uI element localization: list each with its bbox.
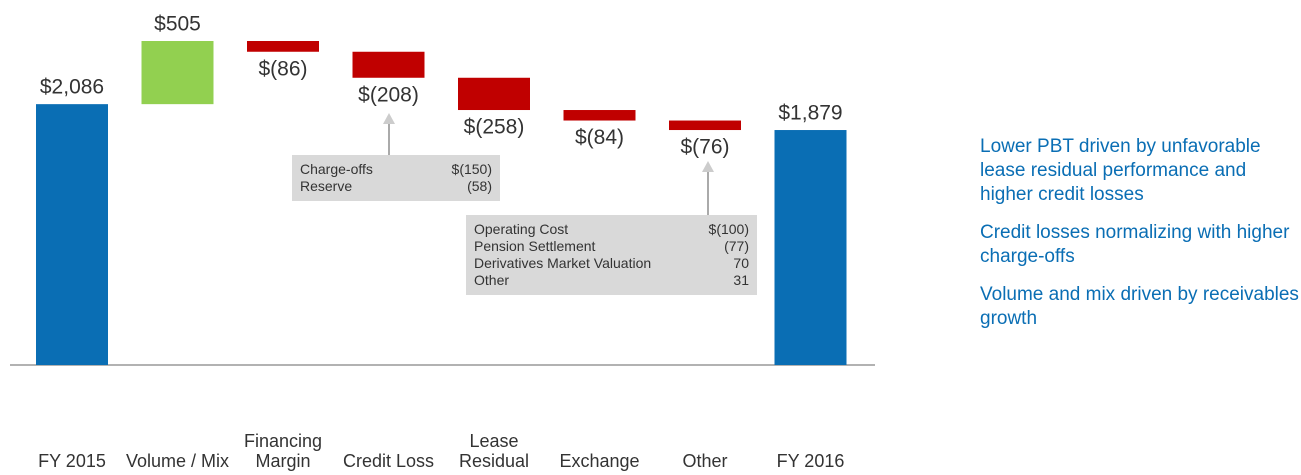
- annotation-label: Other: [474, 272, 510, 288]
- x-tick-label: Exchange: [559, 451, 640, 471]
- annotation-value: $(150): [451, 161, 492, 177]
- bar: [774, 130, 847, 365]
- bar: [36, 104, 108, 366]
- note: Lower PBT driven by unfavorable lease re…: [980, 136, 1261, 205]
- annotation-box: Operating Cost $(100) Pension Settlement (7…: [466, 215, 757, 295]
- x-tick-label: Lease Residual: [458, 431, 530, 471]
- value-label: $(258): [464, 116, 525, 139]
- x-tick-label: Other: [682, 451, 728, 471]
- bar: [669, 120, 741, 131]
- value-label: $(208): [358, 83, 419, 106]
- annotation-label: Operating Cost: [474, 221, 569, 237]
- value-label: $1,879: [778, 102, 842, 125]
- annotation-row: Derivatives Market Valuation 70: [474, 255, 749, 272]
- annotation-row: Pension Settlement (77): [474, 238, 749, 255]
- annotation-row: Other 31: [474, 272, 749, 289]
- annotation-box: Charge-offs $(150) Reserve (58): [292, 155, 500, 201]
- notes: Lower PBT driven by unfavorable lease re…: [980, 135, 1300, 345]
- annotation-value: 70: [733, 255, 749, 271]
- x-tick-label: FY 2016: [776, 451, 845, 471]
- bar: [141, 41, 214, 105]
- bar: [563, 110, 636, 121]
- annotation-label: Derivatives Market Valuation: [474, 255, 652, 271]
- value-label: $(86): [258, 57, 307, 80]
- value-label: $(84): [575, 126, 624, 149]
- x-tick-label: Credit Loss: [342, 451, 435, 471]
- annotation-row: Reserve (58): [300, 178, 492, 195]
- annotation-value: 31: [733, 272, 749, 288]
- note: Volume and mix driven by receivables gro…: [980, 284, 1299, 329]
- annotation-value: $(100): [708, 221, 749, 237]
- value-label: $(76): [680, 136, 729, 159]
- annotation-label: Pension Settlement: [474, 238, 596, 254]
- annotation-row: Charge-offs $(150): [300, 161, 492, 178]
- value-label: $2,086: [40, 76, 104, 99]
- note: Credit losses normalizing with higher ch…: [980, 222, 1290, 267]
- x-tick-label: FY 2015: [38, 451, 106, 471]
- x-tick-label: Volume / Mix: [125, 451, 230, 471]
- bar: [458, 77, 530, 111]
- annotation-label: Reserve: [300, 178, 353, 194]
- value-label: $505: [154, 13, 201, 36]
- arrows: [383, 113, 714, 215]
- annotation-label: Charge-offs: [300, 161, 373, 177]
- bar: [247, 41, 319, 52]
- annotation-value: (58): [467, 178, 492, 194]
- bar: [352, 51, 425, 78]
- x-tick-label: Financing Margin: [243, 431, 323, 471]
- annotation-value: (77): [724, 238, 749, 254]
- annotation-row: Operating Cost $(100): [474, 221, 749, 238]
